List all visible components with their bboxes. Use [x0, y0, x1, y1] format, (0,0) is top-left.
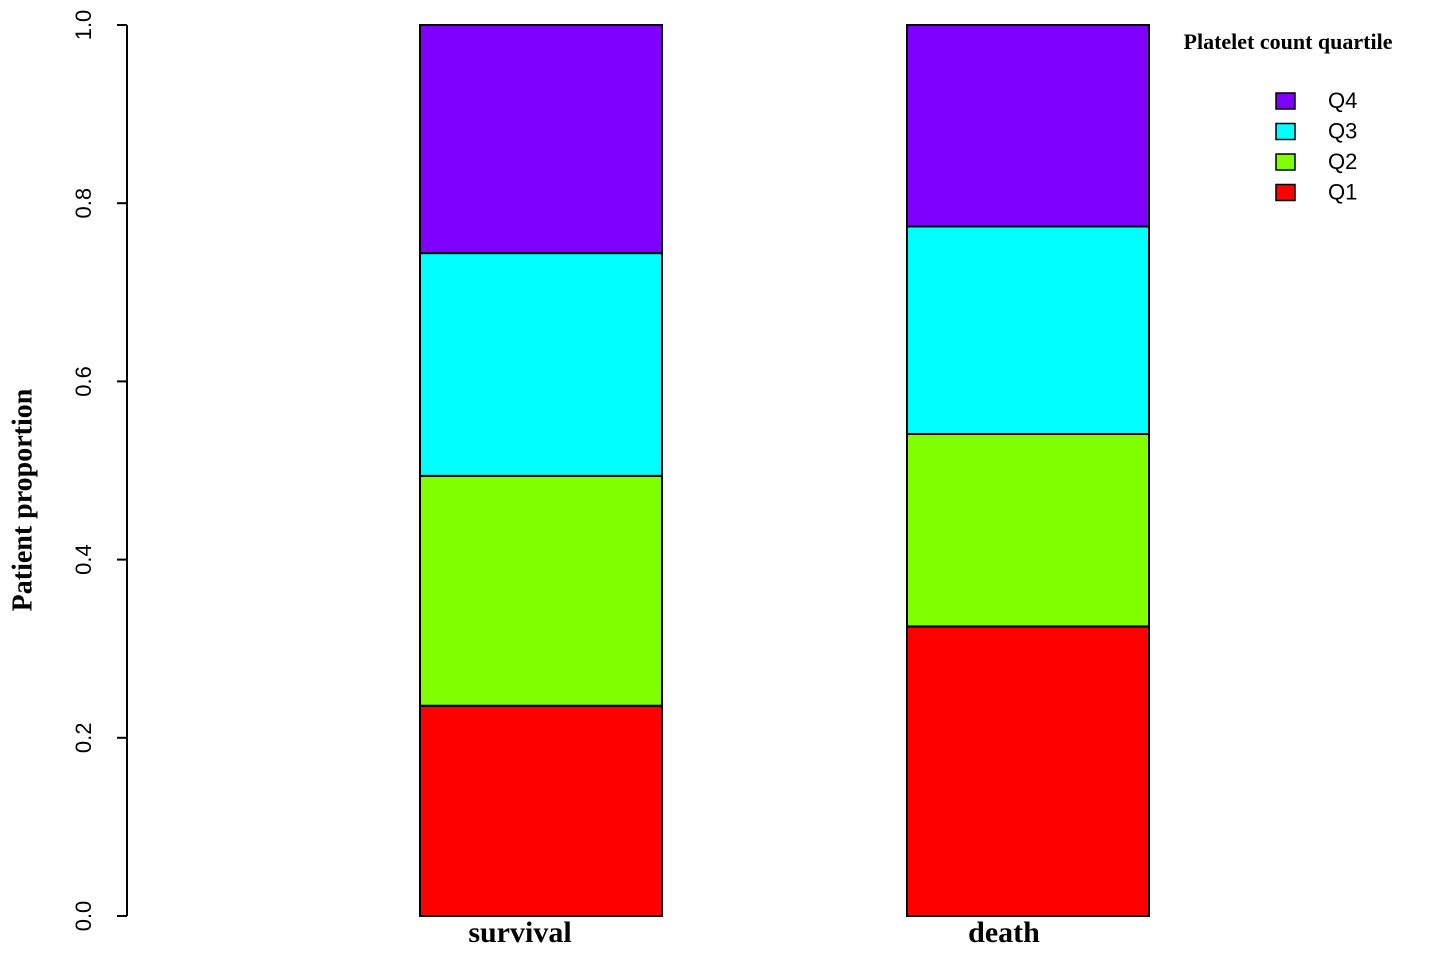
y-tick-label: 1.0: [71, 10, 96, 41]
bar-segment: [419, 24, 663, 255]
y-tick-label: 0.0: [71, 901, 96, 932]
y-tick-label: 0.4: [71, 544, 96, 575]
y-tick-label: 0.2: [71, 723, 96, 754]
bar-segment: [906, 432, 1150, 628]
legend-label: Q4: [1328, 88, 1357, 113]
legend-label: Q1: [1328, 179, 1357, 204]
legend-swatch: [1275, 92, 1296, 110]
bar-segment: [419, 252, 663, 477]
legend-title: Platelet count quartile: [1184, 29, 1393, 54]
legend-label: Q3: [1328, 118, 1357, 143]
legend-swatch: [1275, 153, 1296, 171]
y-axis-label: Patient proportion: [7, 388, 38, 611]
bar-segment: [906, 24, 1150, 228]
bar-segment: [906, 225, 1150, 435]
y-tick-label: 0.6: [71, 366, 96, 397]
legend-swatch: [1275, 183, 1296, 202]
y-tick-label: 0.8: [71, 188, 96, 219]
x-tick-label: survival: [468, 916, 571, 949]
legend-swatch: [1275, 122, 1296, 141]
x-tick-label: death: [968, 916, 1040, 949]
bar-segment: [906, 625, 1150, 917]
legend-label: Q2: [1328, 149, 1357, 174]
bar-segment: [419, 474, 663, 707]
bar-segment: [419, 704, 663, 917]
